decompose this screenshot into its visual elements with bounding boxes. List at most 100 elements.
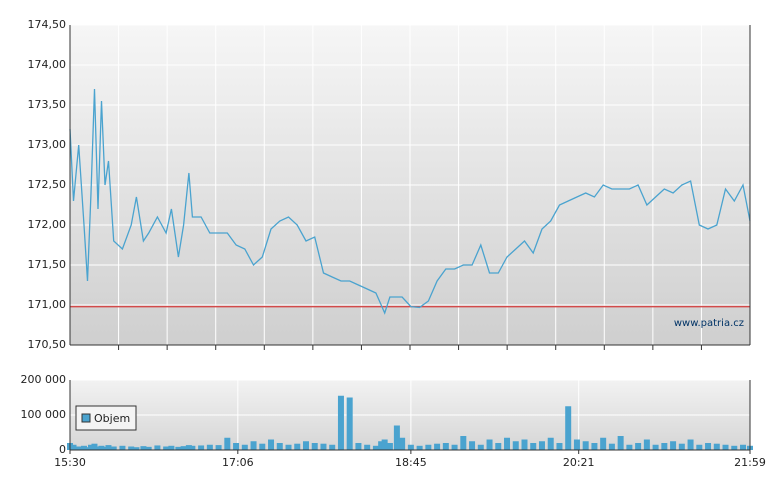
volume-bar <box>259 443 266 450</box>
volume-bar <box>434 443 441 450</box>
y-tick-label: 173,00 <box>28 138 67 151</box>
volume-bar <box>661 443 668 450</box>
volume-bar <box>378 441 385 450</box>
volume-bar <box>268 439 275 450</box>
volume-bar <box>407 444 414 450</box>
volume-bar <box>713 443 720 450</box>
volume-bar <box>87 444 94 450</box>
volume-bar <box>556 443 563 450</box>
volume-bar <box>185 445 192 450</box>
volume-bar <box>224 437 231 450</box>
volume-bar <box>591 443 598 450</box>
y-tick-label: 171,00 <box>28 298 67 311</box>
x-tick-label: 15:30 <box>54 456 86 469</box>
volume-bar <box>626 444 633 450</box>
volume-bar <box>696 444 703 450</box>
volume-bar <box>381 439 388 450</box>
volume-bar <box>163 446 170 450</box>
volume-bar <box>329 444 336 450</box>
volume-bar <box>145 446 152 450</box>
y-tick-label: 172,00 <box>28 218 67 231</box>
y-tick-label: 174,00 <box>28 58 67 71</box>
volume-bar <box>600 437 607 450</box>
volume-bar <box>705 443 712 450</box>
volume-bar <box>364 444 371 450</box>
volume-bar <box>469 441 476 450</box>
volume-bar <box>175 446 182 450</box>
volume-bar <box>189 445 196 450</box>
volume-bar <box>678 443 685 450</box>
volume-bar <box>670 441 677 450</box>
volume-bar <box>608 443 615 450</box>
volume-bar <box>168 445 175 450</box>
volume-bar <box>119 445 126 450</box>
y-tick-label: 100 000 <box>21 408 67 421</box>
price-line <box>69 88 751 315</box>
volume-bar <box>337 395 344 450</box>
volume-bar <box>399 437 406 450</box>
volume-bar <box>250 441 257 450</box>
volume-bar <box>652 444 659 450</box>
volume-bar <box>582 441 589 450</box>
volume-bar <box>206 444 213 450</box>
volume-bar <box>154 445 161 450</box>
volume-bar <box>451 444 458 450</box>
x-tick-label: 17:06 <box>222 456 254 469</box>
volume-bar <box>311 443 318 450</box>
volume-bar <box>573 439 580 450</box>
y-tick-label: 174,50 <box>28 18 67 31</box>
y-tick-label: 173,50 <box>28 98 67 111</box>
volume-bar <box>355 443 362 450</box>
volume-bar <box>75 446 82 450</box>
volume-bar <box>84 447 91 450</box>
y-tick-label: 172,50 <box>28 178 67 191</box>
volume-bar <box>133 447 140 450</box>
volume-bar <box>565 406 572 450</box>
volume-bar <box>294 443 301 450</box>
volume-bar <box>70 444 77 450</box>
volume-bar <box>460 436 467 450</box>
volume-bar <box>180 446 187 450</box>
volume-bar <box>80 445 87 450</box>
volume-bar <box>538 441 545 450</box>
watermark: www.patria.cz <box>674 318 744 329</box>
volume-bar <box>495 443 502 450</box>
volume-bar <box>722 444 729 450</box>
volume-bar <box>547 437 554 450</box>
volume-bar <box>416 445 423 450</box>
y-tick-label: 200 000 <box>21 373 67 386</box>
y-tick-label: 0 <box>59 443 66 456</box>
volume-bar <box>98 445 105 450</box>
volume-bar <box>372 445 379 450</box>
volume-bar <box>643 439 650 450</box>
volume-bar <box>477 444 484 450</box>
volume-bar <box>731 445 738 450</box>
volume-bar <box>233 443 240 450</box>
volume-bar <box>285 444 292 450</box>
volume-bar <box>486 439 493 450</box>
volume-bar <box>91 443 98 450</box>
y-tick-label: 171,50 <box>28 258 67 271</box>
volume-bar <box>215 445 222 450</box>
x-tick-label: 18:45 <box>395 456 427 469</box>
y-tick-label: 170,50 <box>28 338 67 351</box>
volume-bar <box>504 437 511 450</box>
volume-bar <box>94 446 101 450</box>
volume-bar <box>101 446 108 450</box>
x-tick-label: 21:59 <box>734 456 766 469</box>
legend-label: Objem <box>94 412 130 425</box>
volume-bar <box>393 425 400 450</box>
volume-bar <box>740 444 747 450</box>
volume-bar <box>302 441 309 450</box>
volume-bar <box>687 439 694 450</box>
volume-bar <box>140 446 147 450</box>
volume-bar <box>105 445 112 450</box>
volume-bar <box>110 446 117 450</box>
legend-box <box>75 405 137 431</box>
volume-bar <box>346 397 353 450</box>
volume-bar <box>320 443 327 450</box>
volume-bar <box>530 443 537 450</box>
volume-bar <box>241 444 248 450</box>
x-tick-label: 20:21 <box>563 456 595 469</box>
